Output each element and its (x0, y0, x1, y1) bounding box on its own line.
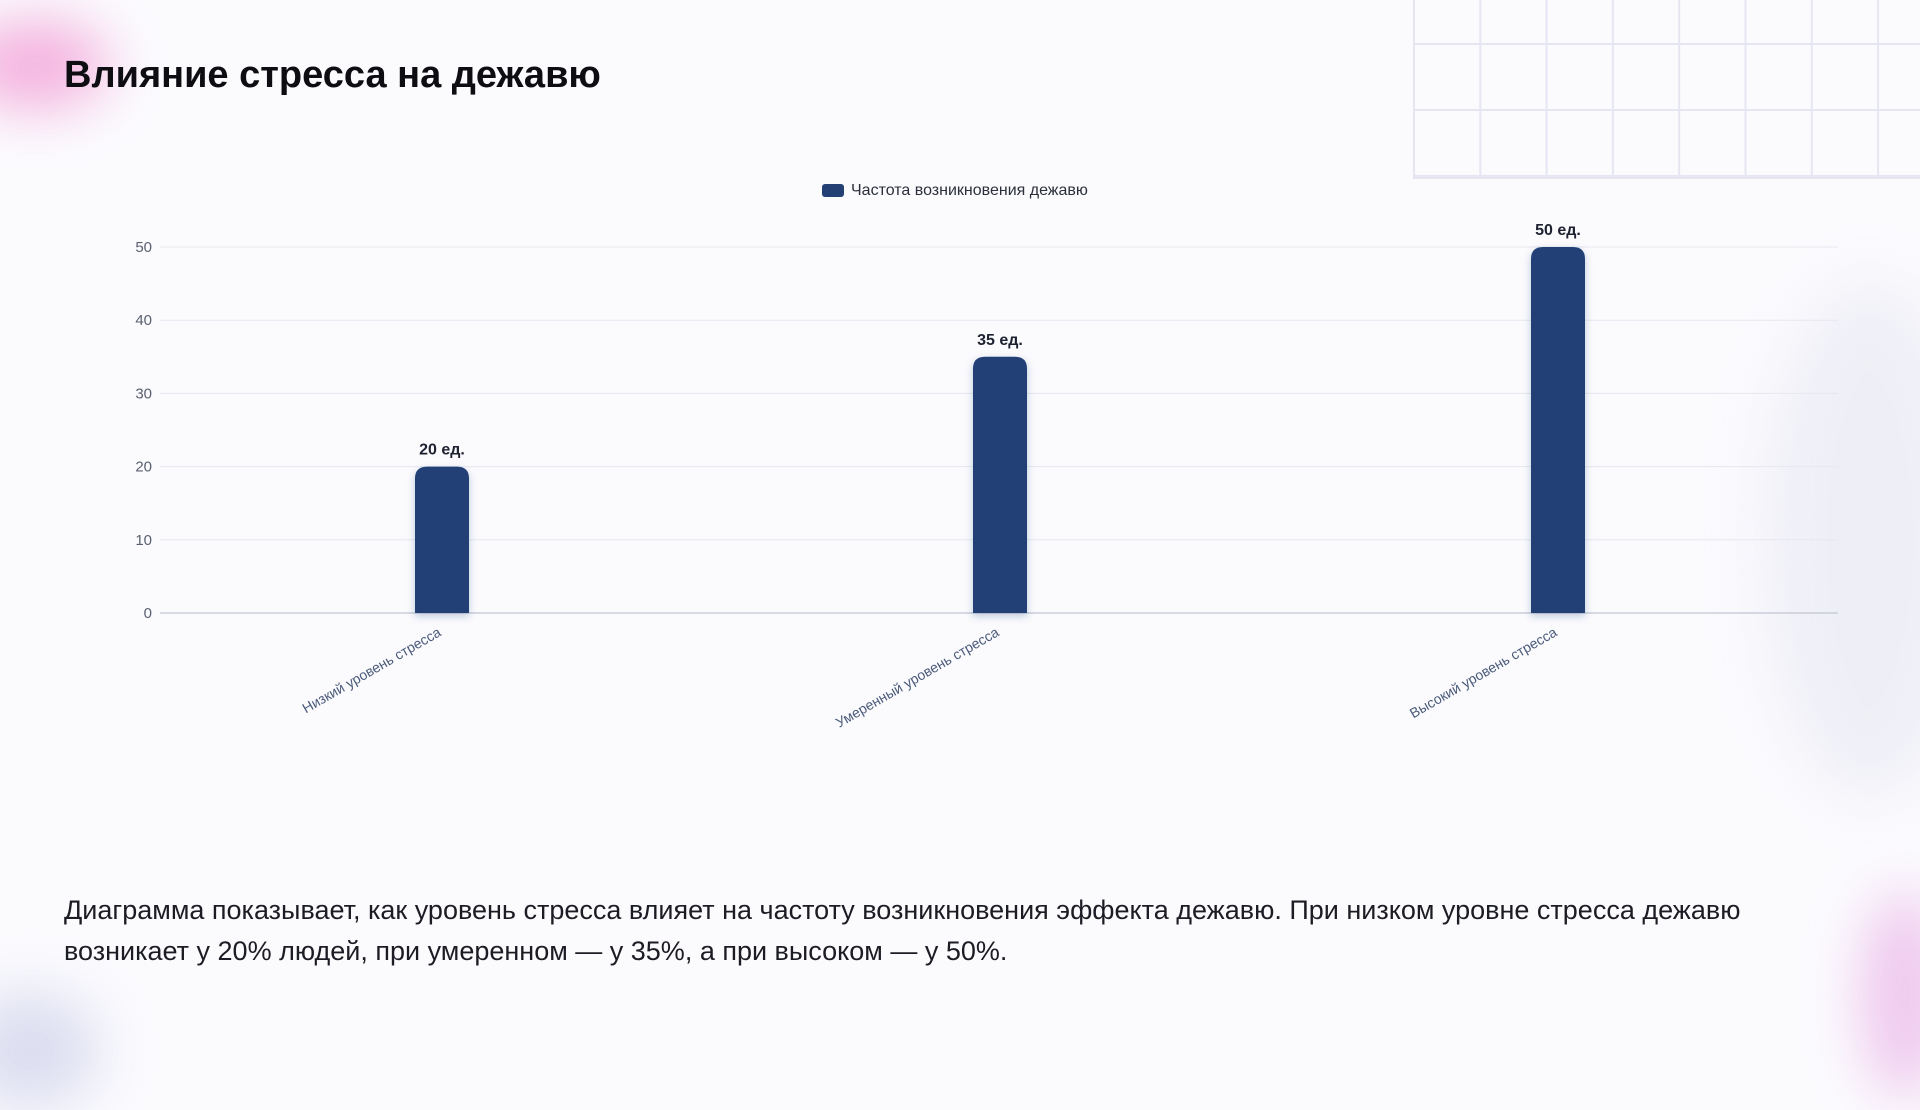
legend-label: Частота возникновения дежавю (851, 182, 1088, 199)
bar-data-label: 50 ед. (1535, 222, 1581, 239)
x-category-label: Высокий уровень стресса (1407, 624, 1560, 722)
page-title: Влияние стресса на дежавю (64, 54, 601, 96)
x-category-label: Низкий уровень стресса (299, 624, 443, 717)
legend-swatch (822, 184, 844, 197)
bar-data-label: 35 ед. (977, 332, 1023, 349)
bar (415, 466, 469, 613)
y-tick-label: 30 (135, 385, 152, 402)
chart-description: Диаграмма показывает, как уровень стресс… (64, 895, 1741, 966)
y-tick-label: 10 (135, 532, 152, 549)
y-tick-label: 0 (144, 605, 152, 622)
bar (1531, 247, 1585, 613)
x-category-label: Умеренный уровень стресса (833, 624, 1002, 731)
bar (973, 356, 1027, 613)
y-tick-label: 20 (135, 459, 152, 476)
y-tick-label: 40 (135, 312, 152, 329)
bar-data-label: 20 ед. (419, 442, 465, 459)
chart-container: 0 10 20 30 40 50 Частота возникновения дежавю 2… (0, 160, 1920, 760)
background-blob-bottom-left (0, 990, 100, 1110)
y-tick-label: 50 (135, 239, 152, 256)
bar-chart: 0 10 20 30 40 50 Частота возникновения дежавю 2… (135, 182, 1838, 731)
background-blob-bottom-right (1860, 890, 1920, 1100)
decorative-grid (1413, 0, 1920, 179)
